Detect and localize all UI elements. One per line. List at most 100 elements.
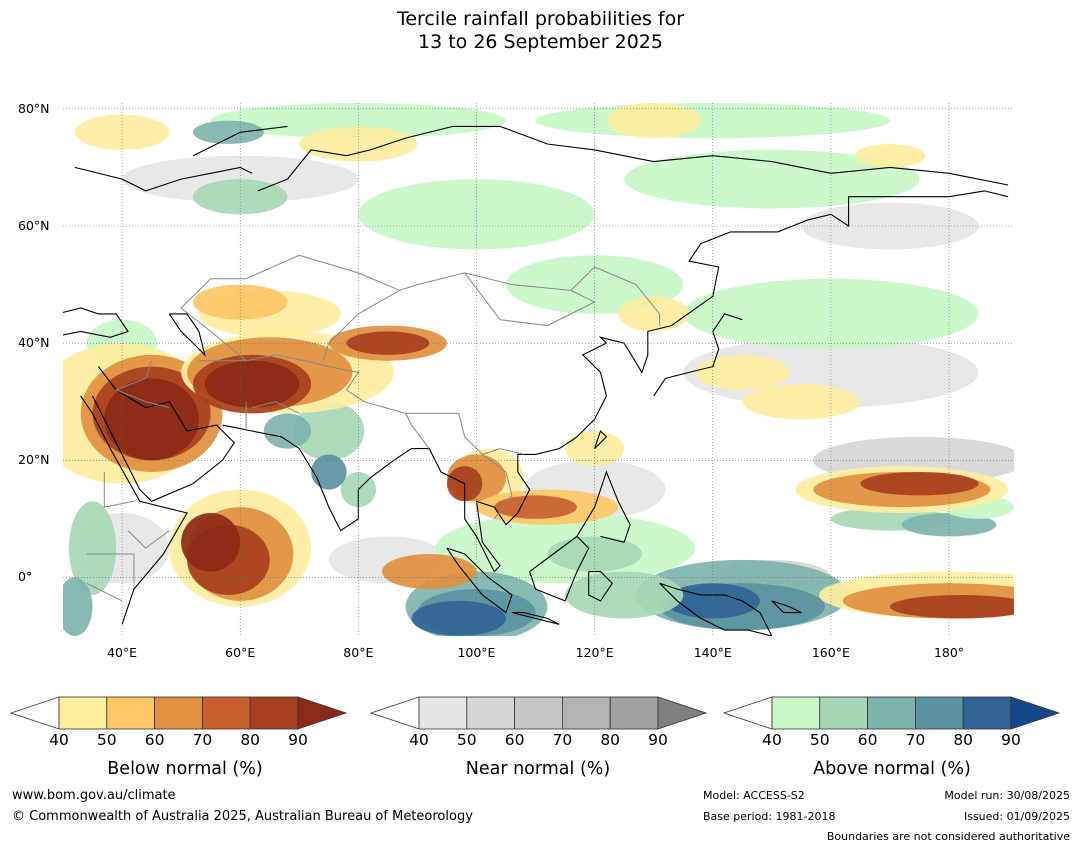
coastline [594, 429, 608, 449]
coastline [80, 395, 188, 625]
latitude-label: 80°N [18, 100, 50, 116]
country-border [251, 401, 300, 414]
legend-swatch [58, 696, 108, 730]
legend-tick-label: 60 [857, 731, 878, 749]
coastline [192, 125, 288, 157]
longitude-label: 60°E [225, 645, 256, 660]
legend-swatch [867, 696, 916, 730]
legend-upper-arrow [1010, 696, 1061, 730]
copyright-text: © Commonwealth of Australia 2025, Austra… [12, 809, 473, 824]
map-area: 80°N 60°N 40°N 20°N 0° 40°E 60°E 80°E 100°E 120°… [18, 100, 1014, 660]
coastline [446, 547, 513, 614]
probability-region [299, 126, 418, 162]
probability-region [192, 120, 264, 144]
legend-swatch [154, 696, 203, 730]
legend-tick-label: 40 [409, 731, 429, 749]
country-border [114, 360, 170, 409]
probability-region [801, 202, 979, 250]
legend-tick-label: 80 [240, 731, 261, 749]
longitude-label: 80°E [343, 645, 374, 660]
legend-below-normal [10, 696, 348, 736]
probability-region [192, 284, 288, 320]
legend-near-title: Near normal (%) [465, 759, 611, 779]
legend-lower-arrow [370, 696, 420, 730]
probability-region [606, 103, 701, 139]
coastline [771, 600, 802, 614]
legend-upper-arrow [657, 696, 708, 730]
legend-tick-label: 80 [953, 731, 974, 749]
legend-above-colorbar [723, 696, 1061, 730]
probability-region [411, 600, 506, 636]
latitude-label: 20°N [18, 452, 50, 468]
legend-below-title: Below normal (%) [107, 759, 263, 779]
legend-lower-arrow [10, 696, 60, 730]
probability-region [854, 144, 926, 168]
legend-tick-label: 50 [96, 731, 117, 749]
coastline [74, 166, 253, 192]
legend-tick-label: 70 [192, 731, 213, 749]
coastline [222, 190, 1009, 573]
coastline [257, 125, 1009, 192]
legend-swatch [514, 696, 563, 730]
legend-tick-label: 50 [809, 731, 830, 749]
legend-tick-label: 80 [600, 731, 621, 749]
legend-tick-label: 40 [762, 731, 782, 749]
legend-swatch [962, 696, 1012, 730]
probability-region [889, 595, 1014, 619]
probability-region [63, 577, 93, 636]
disclaimer-text: Boundaries are not considered authoritat… [826, 830, 1070, 843]
country-border [180, 254, 661, 362]
model-run-text: Model run: 30/08/2025 [944, 789, 1070, 802]
coastline [659, 582, 773, 636]
probability-region [565, 571, 684, 619]
probability-region [204, 360, 300, 408]
probability-region [74, 114, 170, 150]
legend-swatch [106, 696, 156, 730]
legend-tick-label: 90 [648, 731, 668, 749]
country-border [482, 453, 513, 520]
legend-swatch [771, 696, 821, 730]
coastline [588, 571, 614, 602]
legend-tick-label: 90 [288, 731, 308, 749]
legend-above-title: Above normal (%) [813, 759, 971, 779]
probability-region [381, 554, 477, 590]
longitude-label: 40°E [107, 645, 138, 660]
website-link[interactable]: www.bom.gov.au/climate [12, 788, 176, 803]
legend-tick-label: 60 [504, 731, 525, 749]
legend-upper-arrow [297, 696, 348, 730]
probability-region [210, 103, 507, 139]
issued-text: Issued: 01/09/2025 [963, 810, 1070, 823]
title-line-2: 13 to 26 September 2025 [418, 31, 663, 53]
legend-tick-label: 60 [144, 731, 165, 749]
longitude-label: 180° [933, 645, 965, 660]
country-border [246, 354, 524, 455]
probability-region [68, 501, 117, 595]
latitude-label: 0° [18, 569, 33, 585]
legend-below-colorbar [10, 696, 348, 730]
probability-region [860, 472, 979, 496]
probability-region [695, 354, 790, 390]
longitude-label: 120°E [575, 645, 614, 660]
probability-region [683, 337, 979, 408]
country-border [464, 272, 596, 327]
legend-near-colorbar [370, 696, 708, 730]
legend-tick-label: 50 [456, 731, 477, 749]
longitude-label: 160°E [811, 645, 850, 660]
probability-region [311, 454, 347, 490]
coastline [529, 535, 590, 602]
country-border [103, 472, 134, 508]
legend-swatch [914, 696, 964, 730]
probability-region [263, 413, 312, 449]
legend-tick-label: 70 [552, 731, 573, 749]
probability-region [181, 513, 241, 572]
legend-above-normal [723, 696, 1061, 736]
base-period-text: Base period: 1981-2018 [703, 810, 836, 823]
rainfall-map [63, 103, 1014, 636]
legend-lower-arrow [723, 696, 773, 730]
longitude-label: 100°E [457, 645, 496, 660]
country-border [322, 289, 400, 361]
legend-tick-label: 40 [49, 731, 69, 749]
probability-region [535, 103, 890, 139]
legend-swatch [249, 696, 299, 730]
latitude-label: 40°N [18, 335, 50, 351]
